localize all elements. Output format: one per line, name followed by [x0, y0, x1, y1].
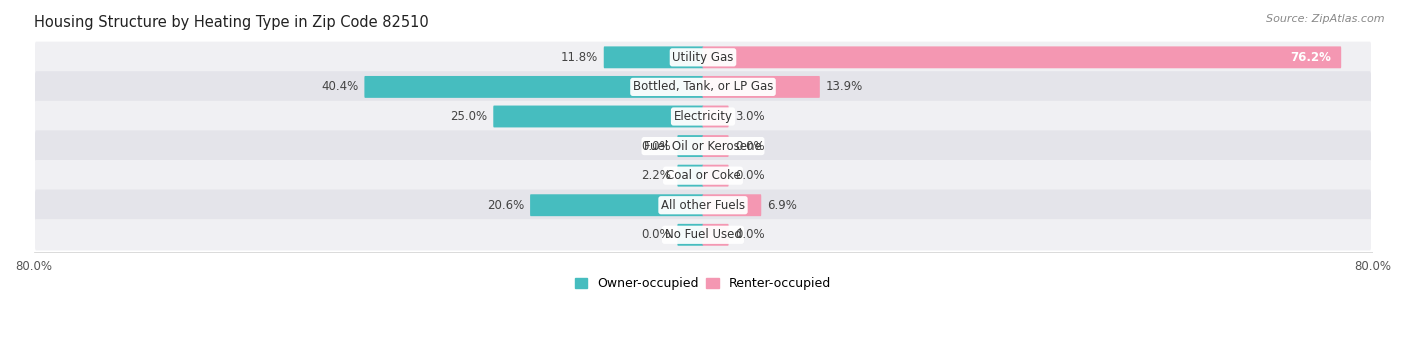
FancyBboxPatch shape	[530, 194, 703, 216]
FancyBboxPatch shape	[35, 130, 1371, 162]
Text: All other Fuels: All other Fuels	[661, 199, 745, 212]
Text: 11.8%: 11.8%	[561, 51, 598, 64]
Text: 0.0%: 0.0%	[735, 169, 765, 182]
FancyBboxPatch shape	[678, 135, 703, 157]
FancyBboxPatch shape	[35, 71, 1371, 103]
Text: Electricity: Electricity	[673, 110, 733, 123]
FancyBboxPatch shape	[603, 46, 703, 68]
FancyBboxPatch shape	[703, 76, 820, 98]
FancyBboxPatch shape	[703, 224, 728, 246]
Text: Source: ZipAtlas.com: Source: ZipAtlas.com	[1267, 14, 1385, 24]
Text: Housing Structure by Heating Type in Zip Code 82510: Housing Structure by Heating Type in Zip…	[34, 15, 429, 30]
Text: 20.6%: 20.6%	[486, 199, 524, 212]
Text: 3.0%: 3.0%	[735, 110, 765, 123]
FancyBboxPatch shape	[703, 106, 728, 128]
FancyBboxPatch shape	[35, 101, 1371, 132]
FancyBboxPatch shape	[703, 46, 1341, 68]
Text: 13.9%: 13.9%	[825, 80, 863, 93]
FancyBboxPatch shape	[35, 42, 1371, 73]
FancyBboxPatch shape	[703, 135, 728, 157]
Text: Fuel Oil or Kerosene: Fuel Oil or Kerosene	[644, 139, 762, 152]
FancyBboxPatch shape	[678, 224, 703, 246]
Text: No Fuel Used: No Fuel Used	[665, 228, 741, 241]
Text: 0.0%: 0.0%	[641, 228, 671, 241]
Text: Coal or Coke: Coal or Coke	[665, 169, 741, 182]
Text: Bottled, Tank, or LP Gas: Bottled, Tank, or LP Gas	[633, 80, 773, 93]
FancyBboxPatch shape	[703, 165, 728, 187]
FancyBboxPatch shape	[678, 165, 703, 187]
Text: 0.0%: 0.0%	[735, 228, 765, 241]
Text: 0.0%: 0.0%	[641, 139, 671, 152]
Text: 40.4%: 40.4%	[321, 80, 359, 93]
Legend: Owner-occupied, Renter-occupied: Owner-occupied, Renter-occupied	[569, 272, 837, 295]
Text: 0.0%: 0.0%	[735, 139, 765, 152]
FancyBboxPatch shape	[364, 76, 703, 98]
Text: 2.2%: 2.2%	[641, 169, 671, 182]
FancyBboxPatch shape	[35, 160, 1371, 191]
Text: 25.0%: 25.0%	[450, 110, 486, 123]
Text: 6.9%: 6.9%	[768, 199, 797, 212]
Text: Utility Gas: Utility Gas	[672, 51, 734, 64]
FancyBboxPatch shape	[35, 190, 1371, 221]
Text: 76.2%: 76.2%	[1289, 51, 1330, 64]
FancyBboxPatch shape	[494, 106, 703, 128]
FancyBboxPatch shape	[703, 194, 761, 216]
FancyBboxPatch shape	[35, 219, 1371, 251]
